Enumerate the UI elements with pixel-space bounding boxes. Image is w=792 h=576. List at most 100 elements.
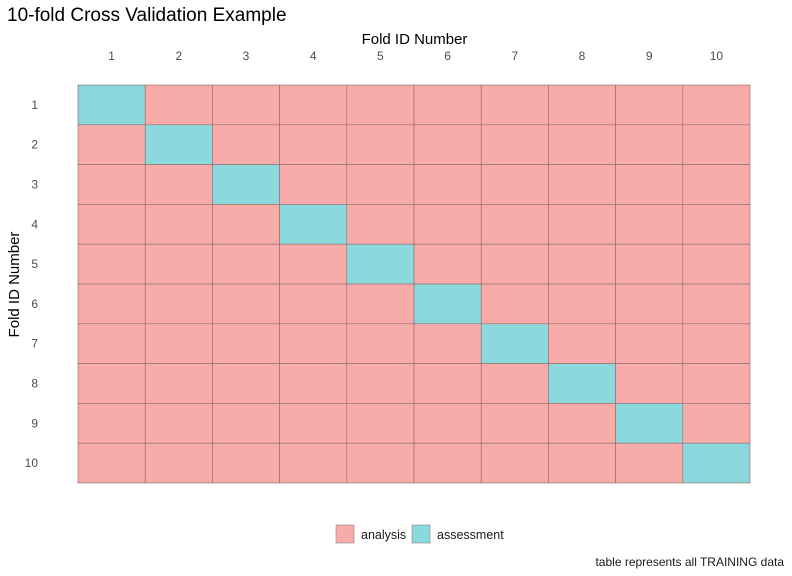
y-tick-label: 2 <box>31 138 38 152</box>
legend-label-analysis: analysis <box>361 528 406 542</box>
heatmap-cell-5-5 <box>346 243 415 285</box>
heatmap-cell-5-4 <box>279 243 348 285</box>
heatmap-cell-10-5 <box>346 442 415 484</box>
legend-swatch-assessment <box>411 524 431 544</box>
x-tick-label: 10 <box>710 49 724 63</box>
heatmap-cell-10-4 <box>279 442 348 484</box>
heatmap-cell-3-7 <box>480 164 549 205</box>
y-tick-label: 8 <box>31 377 38 391</box>
x-tick-label: 3 <box>243 49 250 63</box>
heatmap-cell-7-8 <box>548 323 616 364</box>
heatmap-cell-5-6 <box>413 243 482 285</box>
heatmap-cell-1-5 <box>346 84 415 126</box>
x-tick-label: 7 <box>511 49 518 63</box>
heatmap-cell-5-1 <box>77 243 146 285</box>
heatmap-cell-7-6 <box>413 323 482 364</box>
x-tick-label: 6 <box>444 49 451 63</box>
heatmap-cell-6-2 <box>144 283 213 325</box>
heatmap-cell-4-2 <box>144 204 213 245</box>
x-tick-label: 1 <box>108 49 115 63</box>
heatmap-cell-1-4 <box>279 84 348 126</box>
x-tick-label: 2 <box>175 49 182 63</box>
x-tick-labels: 1 2 3 4 5 6 7 8 9 10 <box>108 49 723 63</box>
heatmap-cell-6-5 <box>346 283 415 325</box>
y-axis-title: Fold ID Number <box>6 232 23 338</box>
y-tick-label: 1 <box>31 98 38 112</box>
heatmap-cell-1-1 <box>77 84 146 126</box>
heatmap-cell-8-2 <box>144 363 213 404</box>
heatmap-cell-9-9 <box>615 403 684 444</box>
heatmap-cell-7-9 <box>615 323 684 364</box>
heatmap-cell-10-7 <box>480 442 549 484</box>
heatmap-cell-3-6 <box>413 164 482 205</box>
heatmap-cell-2-3 <box>212 124 280 165</box>
legend: analysis assessment <box>335 524 504 544</box>
heatmap-cell-1-8 <box>548 84 616 126</box>
heatmap-cell-9-1 <box>77 403 146 444</box>
heatmap-cell-1-9 <box>615 84 684 126</box>
heatmap-cell-3-5 <box>346 164 415 205</box>
chart-title: 10-fold Cross Validation Example <box>7 5 287 26</box>
y-tick-label: 4 <box>31 217 38 231</box>
heatmap-cell-8-3 <box>212 363 280 404</box>
heatmap-cell-10-9 <box>615 442 684 484</box>
heatmap-cell-7-1 <box>77 323 146 364</box>
y-tick-label: 9 <box>31 416 38 430</box>
heatmap-cell-8-1 <box>77 363 146 404</box>
y-tick-labels: 1 2 3 4 5 6 7 8 9 10 <box>25 98 39 470</box>
heatmap-cell-8-10 <box>682 363 751 404</box>
heatmap-cell-9-2 <box>144 403 213 444</box>
heatmap-cell-6-7 <box>480 283 549 325</box>
x-tick-label: 5 <box>377 49 384 63</box>
heatmap-cell-9-3 <box>212 403 280 444</box>
heatmap-cell-1-10 <box>682 84 751 126</box>
heatmap-cell-9-8 <box>548 403 616 444</box>
heatmap-cell-4-3 <box>212 204 280 245</box>
heatmap-cell-7-5 <box>346 323 415 364</box>
heatmap-cell-2-2 <box>144 124 213 165</box>
heatmap-cell-8-8 <box>548 363 616 404</box>
heatmap-cell-8-7 <box>480 363 549 404</box>
x-tick-label: 9 <box>646 49 653 63</box>
heatmap-cell-9-5 <box>346 403 415 444</box>
heatmap-cell-7-7 <box>480 323 549 364</box>
heatmap-cell-3-10 <box>682 164 751 205</box>
heatmap-cell-1-2 <box>144 84 213 126</box>
heatmap-cell-2-10 <box>682 124 751 165</box>
heatmap-cell-6-4 <box>279 283 348 325</box>
heatmap-cell-6-8 <box>548 283 616 325</box>
heatmap-cell-5-3 <box>212 243 280 285</box>
heatmap-cell-5-10 <box>682 243 751 285</box>
heatmap-cell-3-9 <box>615 164 684 205</box>
heatmap-cell-5-2 <box>144 243 213 285</box>
heatmap-cell-2-7 <box>480 124 549 165</box>
heatmap-cell-4-10 <box>682 204 751 245</box>
heatmap-cell-5-9 <box>615 243 684 285</box>
heatmap-cell-3-1 <box>77 164 146 205</box>
x-tick-label: 8 <box>579 49 586 63</box>
y-tick-label: 10 <box>25 456 39 470</box>
chart-caption: table represents all TRAINING data <box>595 555 784 569</box>
heatmap-cell-5-7 <box>480 243 549 285</box>
y-tick-label: 3 <box>31 178 38 192</box>
heatmap-cell-4-5 <box>346 204 415 245</box>
y-tick-label: 5 <box>31 257 38 271</box>
heatmap-cell-7-4 <box>279 323 348 364</box>
heatmap-cell-2-4 <box>279 124 348 165</box>
heatmap-cell-3-3 <box>212 164 280 205</box>
heatmap-cell-2-1 <box>77 124 146 165</box>
legend-label-assessment: assessment <box>437 528 504 542</box>
heatmap-cell-2-9 <box>615 124 684 165</box>
heatmap-cell-10-10 <box>682 442 751 484</box>
heatmap-cell-4-6 <box>413 204 482 245</box>
heatmap-cell-9-10 <box>682 403 751 444</box>
heatmap-cell-7-10 <box>682 323 751 364</box>
heatmap-cell-9-7 <box>480 403 549 444</box>
heatmap-cell-4-4 <box>279 204 348 245</box>
heatmap-cell-10-2 <box>144 442 213 484</box>
heatmap-cell-10-8 <box>548 442 616 484</box>
heatmap-cell-3-8 <box>548 164 616 205</box>
heatmap-cell-3-4 <box>279 164 348 205</box>
heatmap-cell-8-6 <box>413 363 482 404</box>
